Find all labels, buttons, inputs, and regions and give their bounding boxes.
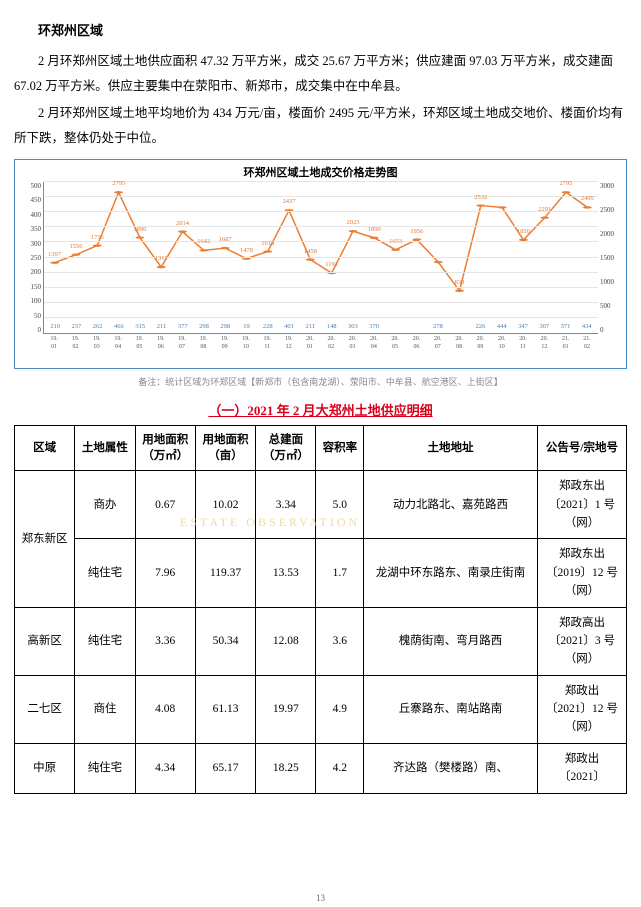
chart-plot: 2102372624663152113772982981922840121114…: [43, 182, 598, 334]
table-header: 土地属性: [75, 426, 135, 471]
table-row: 中原纯住宅4.3465.1718.254.2齐达路（樊楼路）南、郑政出〔2021…: [15, 743, 627, 793]
table-row: 纯住宅7.96119.3713.531.7龙湖中环东路东、南录庄街南郑政东出〔2…: [15, 539, 627, 607]
table-header: 土地地址: [364, 426, 538, 471]
y-axis-right: 050010001500200025003000: [598, 182, 620, 334]
section-title: 环郑州区域: [14, 20, 627, 39]
paragraph-1: 2 月环郑州区域土地供应面积 47.32 万平方米，成交 25.67 万平方米；…: [14, 49, 627, 99]
paragraph-2: 2 月环郑州区域土地平均地价为 434 万元/亩，楼面价 2495 元/平方米，…: [14, 101, 627, 151]
chart-line: [44, 182, 598, 333]
table-header: 总建面（万㎡）: [256, 426, 316, 471]
page-number: 13: [0, 893, 641, 903]
table-header: 用地面积（万㎡）: [135, 426, 195, 471]
table-header: 区域: [15, 426, 75, 471]
y-axis-left: 050100150200250300350400450500: [21, 182, 43, 334]
table-header: 容积率: [316, 426, 364, 471]
table-row: 郑东新区商办0.6710.023.345.0动力北路北、嘉苑路西郑政东出〔202…: [15, 471, 627, 539]
price-trend-chart: 环郑州区域土地成交价格走势图 0501001502002503003504004…: [14, 159, 627, 369]
table-header: 用地面积（亩）: [195, 426, 255, 471]
table-row: 高新区纯住宅3.3650.3412.083.6槐荫街南、弯月路西郑政高出〔202…: [15, 607, 627, 675]
table-header: 公告号/宗地号: [537, 426, 626, 471]
chart-title: 环郑州区域土地成交价格走势图: [21, 164, 620, 180]
land-supply-table: 区域土地属性用地面积（万㎡）用地面积（亩）总建面（万㎡）容积率土地地址公告号/宗…: [14, 425, 627, 794]
table-title: （一）2021 年 2 月大郑州土地供应明细: [14, 400, 627, 419]
table-row: 二七区商住4.0861.1319.974.9丘寨路东、南站路南郑政出〔2021〕…: [15, 675, 627, 743]
x-axis: 19.0119.0219.0319.0419.0519.0619.0719.08…: [43, 334, 598, 352]
chart-note: 备注：统计区域为环郑区域【新郑市（包含南龙湖）、荥阳市、中牟县、航空港区、上街区…: [14, 375, 627, 388]
